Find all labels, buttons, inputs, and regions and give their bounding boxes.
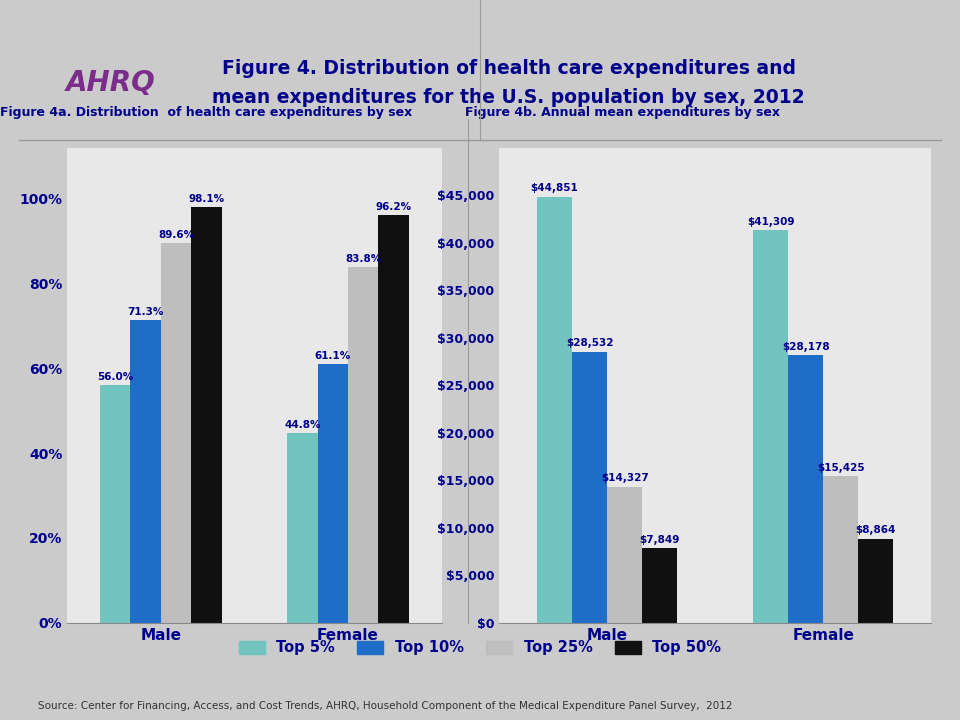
Bar (287, 433, 318, 623)
Text: AHRQ: AHRQ (65, 69, 156, 96)
Bar (753, 230, 788, 623)
Text: $28,532: $28,532 (565, 338, 613, 348)
Text: mean expenditures for the U.S. population by sex, 2012: mean expenditures for the U.S. populatio… (212, 88, 805, 107)
Bar (608, 487, 642, 623)
Text: $7,849: $7,849 (639, 535, 680, 545)
Bar (348, 267, 378, 623)
Text: 98.1%: 98.1% (188, 194, 225, 204)
Text: Figure 4b. Annual mean expenditures by sex: Figure 4b. Annual mean expenditures by s… (465, 106, 780, 119)
Bar (537, 197, 572, 623)
Bar (131, 320, 161, 623)
Text: $41,309: $41,309 (747, 217, 794, 227)
Text: $44,851: $44,851 (531, 183, 579, 193)
Text: $28,178: $28,178 (781, 342, 829, 351)
Bar (858, 539, 894, 623)
Text: 44.8%: 44.8% (284, 420, 321, 430)
Bar (161, 243, 191, 623)
Text: 56.0%: 56.0% (97, 372, 133, 382)
Bar (824, 476, 858, 623)
Legend: Top 5%, Top 10%, Top 25%, Top 50%: Top 5%, Top 10%, Top 25%, Top 50% (238, 640, 722, 655)
Bar (318, 364, 348, 623)
Text: Figure 4. Distribution of health care expenditures and: Figure 4. Distribution of health care ex… (222, 59, 796, 78)
Text: Source: Center for Financing, Access, and Cost Trends, AHRQ, Household Component: Source: Center for Financing, Access, an… (38, 701, 732, 711)
Bar (191, 207, 222, 623)
Text: 96.2%: 96.2% (375, 202, 412, 212)
Text: $15,425: $15,425 (817, 463, 865, 473)
Text: 83.8%: 83.8% (345, 254, 381, 264)
Bar (788, 355, 823, 623)
Bar (100, 385, 131, 623)
Bar (378, 215, 409, 623)
Text: $8,864: $8,864 (855, 525, 896, 535)
Bar (572, 351, 608, 623)
Text: 61.1%: 61.1% (315, 351, 351, 361)
Text: Figure 4a. Distribution  of health care expenditures by sex: Figure 4a. Distribution of health care e… (0, 106, 412, 119)
Text: $14,327: $14,327 (601, 473, 649, 483)
Bar (642, 548, 678, 623)
Text: 71.3%: 71.3% (128, 307, 164, 318)
Text: 89.6%: 89.6% (158, 230, 194, 240)
